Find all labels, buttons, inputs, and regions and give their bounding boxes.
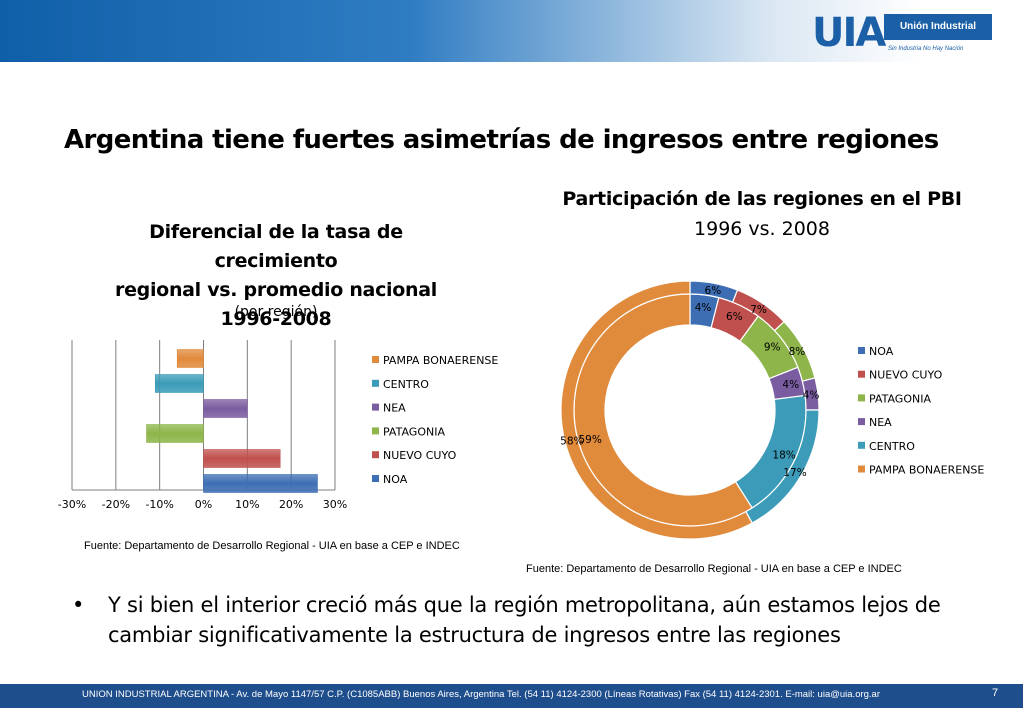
data-label: 18% — [772, 449, 795, 461]
data-label: 4% — [803, 390, 820, 402]
bar-pampa-bonaerense — [176, 349, 204, 368]
data-label: 7% — [750, 304, 767, 316]
left-chart-source: Fuente: Departamento de Desarrollo Regio… — [84, 540, 460, 552]
bullet-dot: • — [72, 593, 85, 617]
data-label: 59% — [578, 434, 601, 446]
legend-label: NEA — [869, 416, 892, 429]
legend-swatch — [858, 394, 865, 402]
legend-label: PAMPA BONAERENSE — [383, 354, 498, 367]
legend-label: PATAGONIA — [869, 392, 931, 405]
left-chart-title-line: 1996-2008 — [220, 308, 332, 330]
data-label: 4% — [695, 302, 712, 314]
data-label: 8% — [789, 346, 806, 358]
x-tick-label: 30% — [323, 498, 347, 511]
page-number: 7 — [992, 687, 999, 699]
legend-label: PAMPA BONAERENSE — [869, 464, 984, 477]
x-tick-label: -30% — [58, 498, 86, 511]
bar-centro — [154, 374, 204, 393]
legend-swatch — [372, 427, 379, 435]
right-chart-title: Participación de las regiones en el PBI — [562, 188, 962, 210]
x-tick-label: 0% — [195, 498, 212, 511]
legend-swatch — [372, 403, 379, 411]
legend-label: NUEVO CUYO — [869, 369, 943, 382]
logo-tagline: Sin Industria No Hay Nación — [888, 46, 964, 52]
logo-mark: UIA — [812, 10, 886, 56]
legend-swatch — [372, 379, 379, 387]
data-label: 17% — [783, 467, 806, 479]
left-chart-title: Diferencial de la tasa de crecimiento re… — [86, 218, 466, 334]
x-tick-label: -20% — [102, 498, 130, 511]
legend-label: NOA — [383, 473, 408, 486]
bar-nuevo-cuyo — [203, 449, 281, 468]
data-label: 6% — [726, 311, 743, 323]
right-chart-subtitle: 1996 vs. 2008 — [694, 218, 830, 240]
data-label: 4% — [782, 379, 799, 391]
legend-swatch — [858, 418, 865, 426]
x-tick-label: -10% — [145, 498, 173, 511]
legend-swatch — [858, 370, 865, 378]
data-label: 6% — [705, 285, 722, 297]
right-chart-source: Fuente: Departamento de Desarrollo Regio… — [526, 563, 902, 575]
logo-name: Unión Industrial Argentina — [884, 14, 992, 58]
header-band — [0, 0, 1023, 62]
legend-swatch — [858, 441, 865, 449]
legend-swatch — [372, 356, 379, 363]
slice-outer-pampa-bonaerense — [560, 280, 753, 540]
legend-label: NEA — [383, 402, 406, 415]
legend-swatch — [858, 465, 865, 473]
uia-logo: UIA Unión Industrial Argentina Sin Indus… — [812, 6, 1012, 58]
legend-label: NUEVO CUYO — [383, 449, 457, 462]
bullet-text: Y si bien el interior creció más que la … — [108, 593, 941, 647]
left-chart-title-line: regional vs. promedio nacional — [115, 279, 437, 301]
footer-text: UNION INDUSTRIAL ARGENTINA - Av. de Mayo… — [82, 689, 881, 700]
legend-swatch — [372, 475, 379, 482]
x-tick-label: 10% — [235, 498, 259, 511]
bar-patagonia — [146, 424, 204, 443]
legend-label: CENTRO — [869, 440, 915, 453]
data-label: 9% — [764, 341, 781, 353]
legend-label: NOA — [869, 345, 894, 358]
legend-swatch — [372, 451, 379, 459]
bar-noa — [203, 474, 318, 493]
x-tick-label: 20% — [279, 498, 303, 511]
left-chart-subtitle: (por región) — [234, 304, 318, 320]
legend-swatch — [858, 347, 865, 354]
footer-bar: UNION INDUSTRIAL ARGENTINA - Av. de Mayo… — [0, 684, 1023, 708]
slide-title: Argentina tiene fuertes asimetrías de in… — [64, 125, 939, 155]
bar-nea — [203, 399, 248, 418]
legend-label: PATAGONIA — [383, 425, 445, 438]
left-chart-title-line: Diferencial de la tasa de crecimiento — [149, 221, 403, 272]
data-label: 58% — [560, 435, 583, 447]
legend-label: CENTRO — [383, 378, 429, 391]
